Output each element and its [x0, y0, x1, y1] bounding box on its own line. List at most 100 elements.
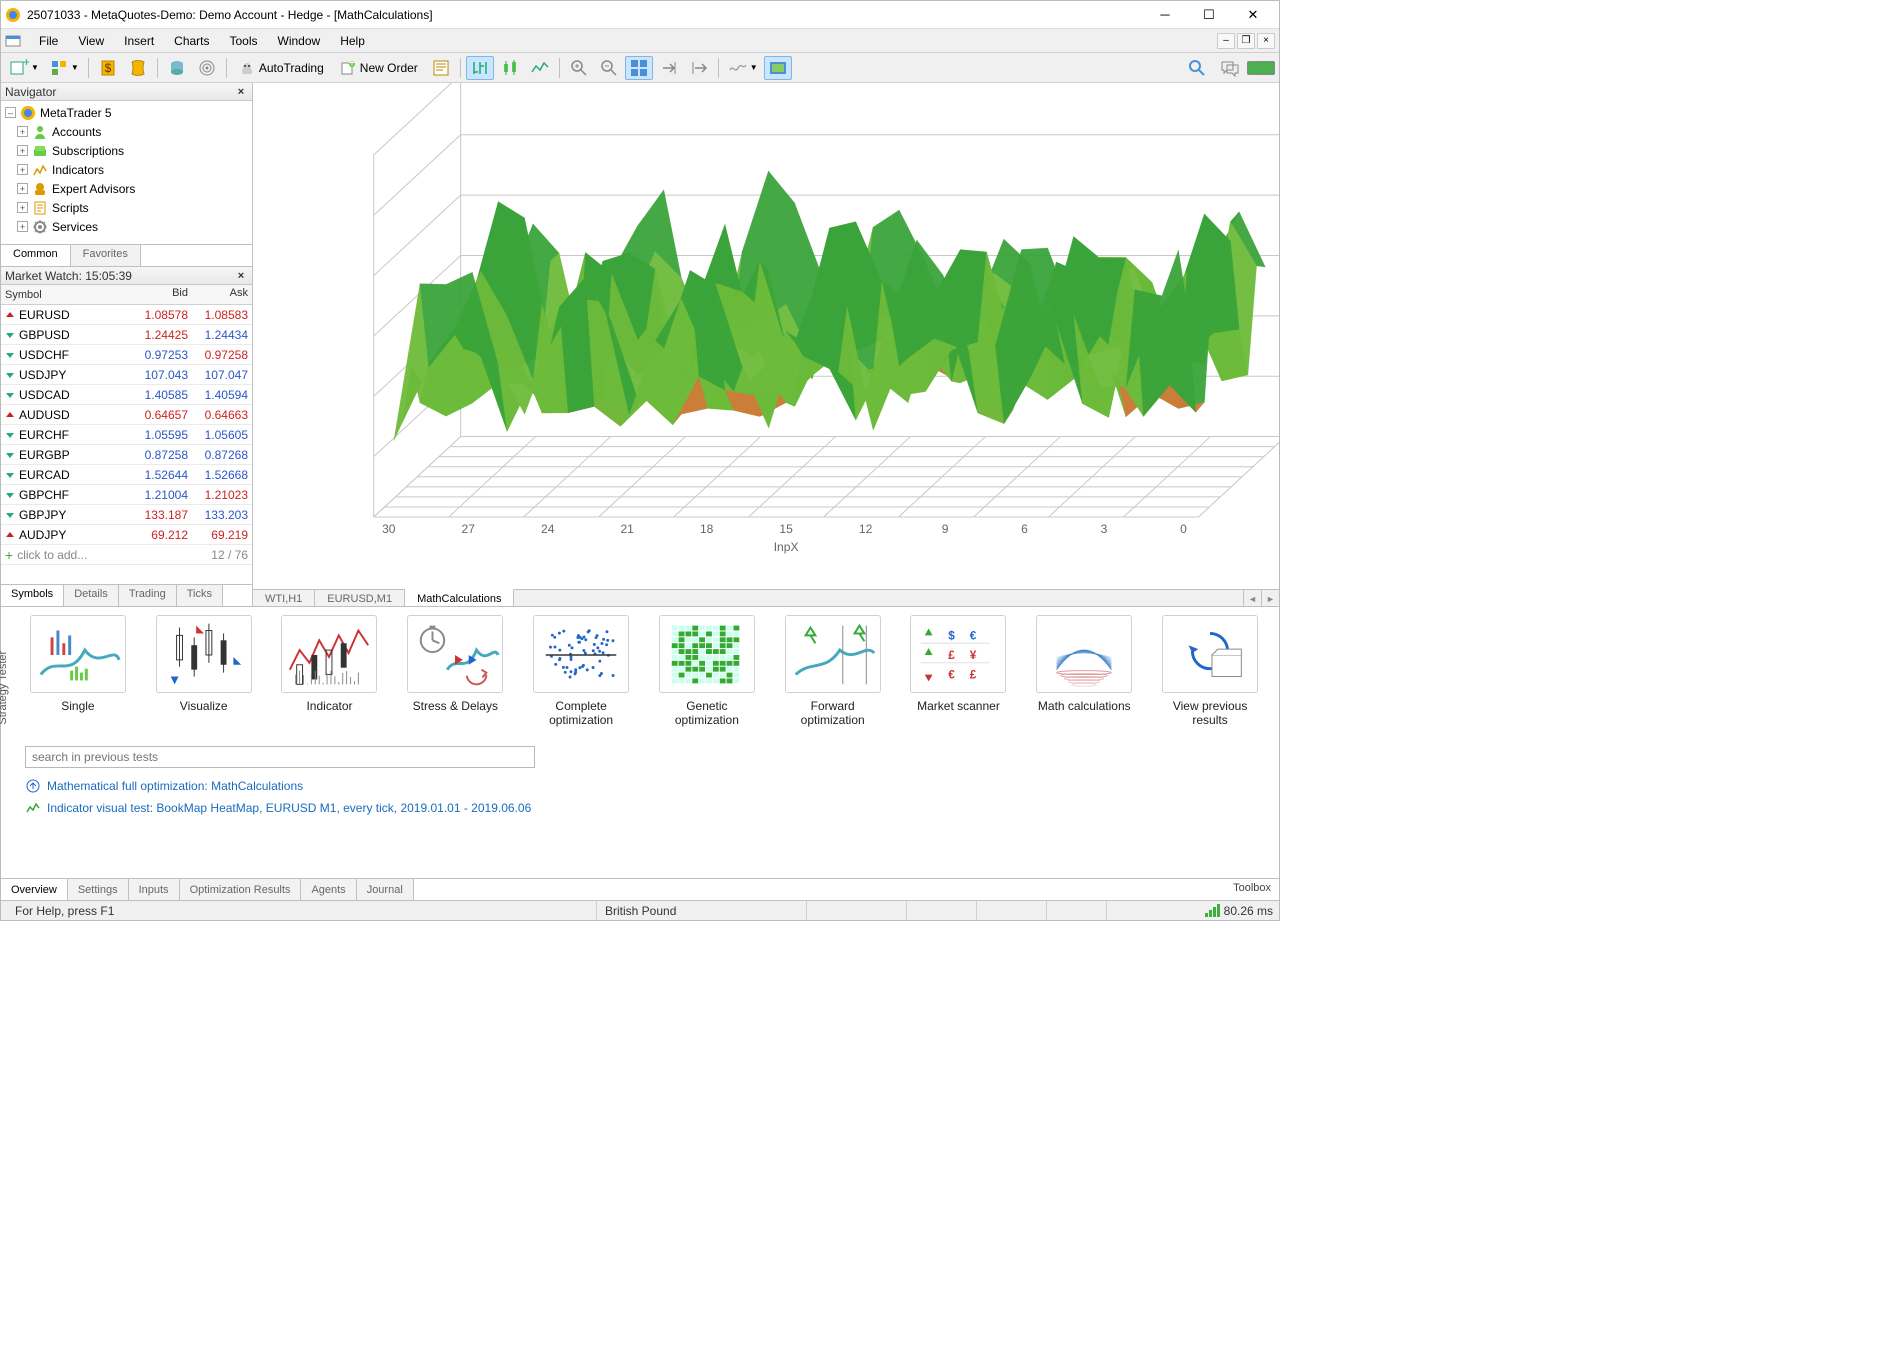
- market-watch-close-icon[interactable]: ×: [234, 269, 248, 283]
- price-up-icon: [5, 350, 15, 360]
- menu-file[interactable]: File: [29, 31, 68, 51]
- menu-charts[interactable]: Charts: [164, 31, 219, 51]
- market-watch-row[interactable]: EURCAD1.526441.52668: [1, 465, 252, 485]
- bar-chart-button[interactable]: [466, 56, 494, 80]
- menu-insert[interactable]: Insert: [114, 31, 164, 51]
- market-watch-row[interactable]: AUDJPY69.21269.219: [1, 525, 252, 545]
- chart-area[interactable]: 302724211815129630InpX: [253, 83, 1279, 589]
- market-watch-row[interactable]: GBPUSD1.244251.24434: [1, 325, 252, 345]
- market-watch-row[interactable]: AUDUSD0.646570.64663: [1, 405, 252, 425]
- tester-tab-journal[interactable]: Journal: [357, 879, 414, 900]
- expander-icon[interactable]: +: [17, 221, 28, 232]
- expander-icon[interactable]: –: [5, 107, 16, 118]
- zoom-out-button[interactable]: [595, 56, 623, 80]
- expander-icon[interactable]: +: [17, 202, 28, 213]
- mt5-icon: [20, 105, 36, 121]
- autotrading-button[interactable]: AutoTrading: [232, 56, 331, 80]
- close-button[interactable]: ✕: [1231, 2, 1275, 28]
- shift-button[interactable]: [655, 56, 683, 80]
- svg-text:24: 24: [541, 522, 555, 536]
- mode-icon: [156, 615, 252, 693]
- navigator-root[interactable]: – MetaTrader 5: [3, 103, 250, 122]
- col-ask[interactable]: Ask: [192, 285, 252, 304]
- menu-help[interactable]: Help: [330, 31, 375, 51]
- toolbox-label[interactable]: Toolbox: [1225, 879, 1279, 900]
- search-icon[interactable]: [1183, 56, 1211, 80]
- shift-end-button[interactable]: [685, 56, 713, 80]
- data-button[interactable]: [163, 56, 191, 80]
- maximize-button[interactable]: ☐: [1187, 2, 1231, 28]
- tester-tab-inputs[interactable]: Inputs: [129, 879, 180, 900]
- signals-button[interactable]: [193, 56, 221, 80]
- expander-icon[interactable]: +: [17, 126, 28, 137]
- previous-test-link[interactable]: Indicator visual test: BookMap HeatMap, …: [25, 800, 1263, 816]
- navigator-item-expert-advisors[interactable]: +Expert Advisors: [3, 179, 250, 198]
- mdi-minimize-button[interactable]: –: [1217, 33, 1235, 49]
- navigator-close-icon[interactable]: ×: [234, 85, 248, 99]
- market-watch-row[interactable]: EURGBP0.872580.87268: [1, 445, 252, 465]
- chat-icon[interactable]: [1215, 56, 1243, 80]
- tester-tab-optimization-results[interactable]: Optimization Results: [180, 879, 302, 900]
- expander-icon[interactable]: +: [17, 183, 28, 194]
- tester-tab-agents[interactable]: Agents: [301, 879, 356, 900]
- new-order-button[interactable]: +New Order: [333, 56, 425, 80]
- previous-test-link[interactable]: Mathematical full optimization: MathCalc…: [25, 778, 1263, 794]
- search-previous-tests-input[interactable]: [25, 746, 535, 768]
- tester-tab-settings[interactable]: Settings: [68, 879, 129, 900]
- market-watch-tab-details[interactable]: Details: [64, 585, 119, 606]
- calculator-button[interactable]: [124, 56, 152, 80]
- navigator-item-services[interactable]: +Services: [3, 217, 250, 236]
- indicators-button[interactable]: ▼: [724, 56, 762, 80]
- connection-indicator[interactable]: [1247, 61, 1275, 75]
- test-mode-single[interactable]: Single: [25, 615, 131, 728]
- navigator-item-indicators[interactable]: +Indicators: [3, 160, 250, 179]
- navigator-tab-common[interactable]: Common: [1, 245, 71, 266]
- templates-button[interactable]: [764, 56, 792, 80]
- market-watch-row[interactable]: GBPJPY133.187133.203: [1, 505, 252, 525]
- market-watch-row[interactable]: USDCAD1.405851.40594: [1, 385, 252, 405]
- expander-icon[interactable]: +: [17, 145, 28, 156]
- test-mode-view-previous-results[interactable]: View previous results: [1157, 615, 1263, 728]
- profiles-button[interactable]: ▼: [45, 56, 83, 80]
- test-mode-visualize[interactable]: Visualize: [151, 615, 257, 728]
- new-chart-button[interactable]: +▼: [5, 56, 43, 80]
- test-mode-stress-delays[interactable]: Stress & Delays: [402, 615, 508, 728]
- test-mode-genetic-optimization[interactable]: Genetic optimization: [654, 615, 760, 728]
- zoom-in-button[interactable]: [565, 56, 593, 80]
- market-watch-row[interactable]: GBPCHF1.210041.21023: [1, 485, 252, 505]
- mdi-close-button[interactable]: ×: [1257, 33, 1275, 49]
- market-watch-row[interactable]: EURUSD1.085781.08583: [1, 305, 252, 325]
- line-chart-button[interactable]: [526, 56, 554, 80]
- col-symbol[interactable]: Symbol: [1, 285, 132, 304]
- tester-tab-overview[interactable]: Overview: [1, 879, 68, 900]
- menu-view[interactable]: View: [68, 31, 114, 51]
- market-watch-tab-ticks[interactable]: Ticks: [177, 585, 223, 606]
- test-mode-forward-optimization[interactable]: Forward optimization: [780, 615, 886, 728]
- test-mode-indicator[interactable]: Indicator: [277, 615, 383, 728]
- test-mode-market-scanner[interactable]: $€£¥€£Market scanner: [906, 615, 1012, 728]
- market-watch-row[interactable]: EURCHF1.055951.05605: [1, 425, 252, 445]
- expander-icon[interactable]: +: [17, 164, 28, 175]
- mdi-restore-button[interactable]: ❐: [1237, 33, 1255, 49]
- test-mode-complete-optimization[interactable]: Complete optimization: [528, 615, 634, 728]
- col-bid[interactable]: Bid: [132, 285, 192, 304]
- metaeditor-button[interactable]: [427, 56, 455, 80]
- svg-text:0: 0: [1180, 522, 1187, 536]
- menu-tools[interactable]: Tools: [220, 31, 268, 51]
- market-watch-add-row[interactable]: + click to add... 12 / 76: [1, 545, 252, 565]
- navigator-tab-favorites[interactable]: Favorites: [71, 245, 141, 266]
- market-watch-tab-trading[interactable]: Trading: [119, 585, 177, 606]
- minimize-button[interactable]: ─: [1143, 2, 1187, 28]
- auto-scroll-button[interactable]: [625, 56, 653, 80]
- navigator-item-accounts[interactable]: +Accounts: [3, 122, 250, 141]
- market-depth-button[interactable]: $: [94, 56, 122, 80]
- market-watch-row[interactable]: USDJPY107.043107.047: [1, 365, 252, 385]
- test-mode-math-calculations[interactable]: Math calculations: [1031, 615, 1137, 728]
- navigator-item-scripts[interactable]: +Scripts: [3, 198, 250, 217]
- menu-window[interactable]: Window: [268, 31, 331, 51]
- candle-chart-button[interactable]: [496, 56, 524, 80]
- navigator-item-subscriptions[interactable]: +Subscriptions: [3, 141, 250, 160]
- market-watch-row[interactable]: USDCHF0.972530.97258: [1, 345, 252, 365]
- app-icon: [5, 7, 21, 23]
- market-watch-tab-symbols[interactable]: Symbols: [1, 585, 64, 606]
